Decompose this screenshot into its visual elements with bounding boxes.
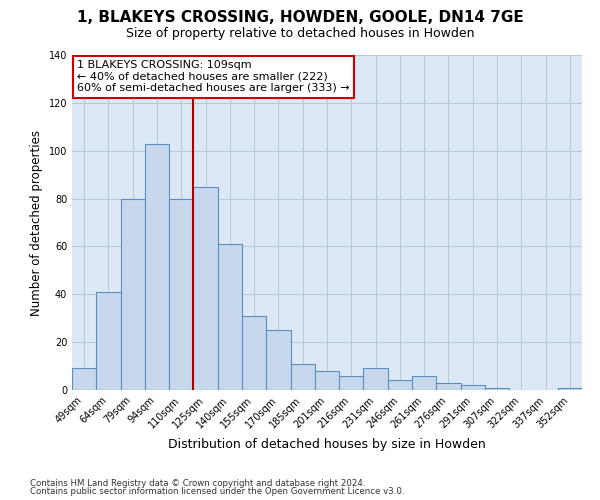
Bar [485, 388, 509, 390]
Text: 1, BLAKEYS CROSSING, HOWDEN, GOOLE, DN14 7GE: 1, BLAKEYS CROSSING, HOWDEN, GOOLE, DN14… [77, 10, 523, 25]
Bar [169, 198, 193, 390]
Y-axis label: Number of detached properties: Number of detached properties [30, 130, 43, 316]
Bar [145, 144, 169, 390]
Bar [72, 368, 96, 390]
Text: 1 BLAKEYS CROSSING: 109sqm
← 40% of detached houses are smaller (222)
60% of sem: 1 BLAKEYS CROSSING: 109sqm ← 40% of deta… [77, 60, 350, 93]
Bar [218, 244, 242, 390]
Text: Contains public sector information licensed under the Open Government Licence v3: Contains public sector information licen… [30, 487, 404, 496]
X-axis label: Distribution of detached houses by size in Howden: Distribution of detached houses by size … [168, 438, 486, 451]
Bar [290, 364, 315, 390]
Bar [412, 376, 436, 390]
Bar [364, 368, 388, 390]
Text: Size of property relative to detached houses in Howden: Size of property relative to detached ho… [126, 28, 474, 40]
Bar [242, 316, 266, 390]
Bar [388, 380, 412, 390]
Bar [339, 376, 364, 390]
Bar [315, 371, 339, 390]
Bar [266, 330, 290, 390]
Bar [193, 186, 218, 390]
Bar [96, 292, 121, 390]
Bar [121, 198, 145, 390]
Bar [436, 383, 461, 390]
Bar [461, 385, 485, 390]
Text: Contains HM Land Registry data © Crown copyright and database right 2024.: Contains HM Land Registry data © Crown c… [30, 478, 365, 488]
Bar [558, 388, 582, 390]
